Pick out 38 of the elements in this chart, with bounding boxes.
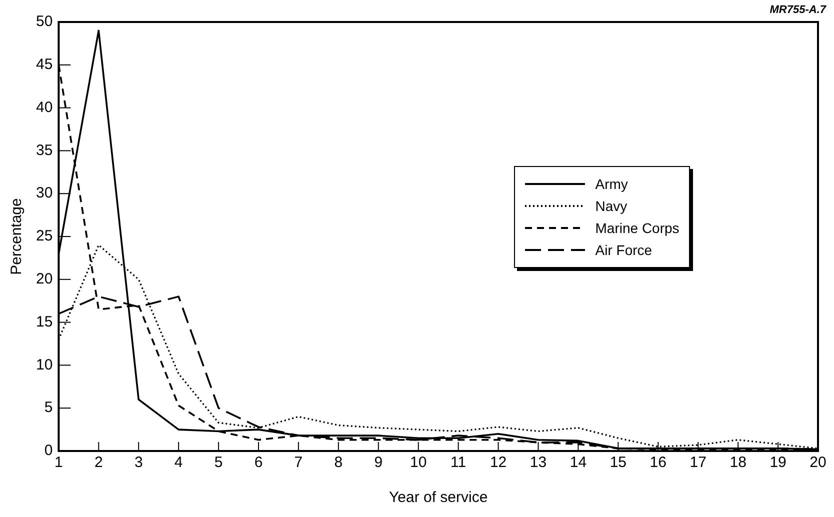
x-tick-label: 3	[134, 454, 143, 472]
x-tick-label: 5	[214, 454, 223, 472]
x-tick-label: 6	[254, 454, 263, 472]
x-tick-label: 19	[770, 454, 786, 472]
y-tick-label: 40	[36, 98, 53, 116]
y-tick-label: 15	[36, 313, 53, 330]
x-axis-title: Year of service	[389, 489, 488, 506]
x-tick-label: 16	[650, 454, 666, 472]
x-tick-label: 11	[450, 454, 466, 472]
x-tick-label: 2	[94, 454, 103, 472]
legend-label: Marine Corps	[595, 220, 680, 236]
text: MR755-A.7	[770, 4, 826, 16]
x-tick-label: 4	[174, 454, 183, 472]
y-tick-label: 45	[36, 56, 53, 74]
x-tick-label: 17	[690, 454, 706, 472]
y-tick-label: 30	[36, 184, 53, 202]
x-tick-label: 10	[410, 454, 427, 472]
x-tick-label: 12	[490, 454, 507, 472]
y-tick-label: 20	[36, 270, 53, 288]
x-tick-label: 1	[54, 454, 63, 472]
x-tick-label: 20	[810, 454, 826, 472]
y-tick-label: 35	[36, 142, 53, 159]
y-tick-label: 25	[36, 228, 53, 245]
x-tick-label: 9	[374, 454, 383, 472]
legend-label: Navy	[595, 198, 628, 214]
y-tick-label: 10	[36, 356, 53, 374]
legend-label: Air Force	[595, 242, 652, 258]
x-tick-label: 18	[730, 454, 746, 472]
legend-label: Army	[595, 176, 628, 192]
x-tick-label: 13	[530, 454, 547, 472]
x-tick-label: 15	[610, 454, 627, 472]
y-tick-label: 0	[44, 442, 53, 460]
y-axis-title: Percentage	[8, 198, 26, 275]
y-tick-label: 5	[44, 399, 53, 416]
x-tick-label: 14	[570, 454, 587, 472]
y-tick-label: 50	[36, 13, 53, 30]
x-tick-label: 8	[334, 454, 343, 472]
x-tick-label: 7	[294, 454, 303, 472]
